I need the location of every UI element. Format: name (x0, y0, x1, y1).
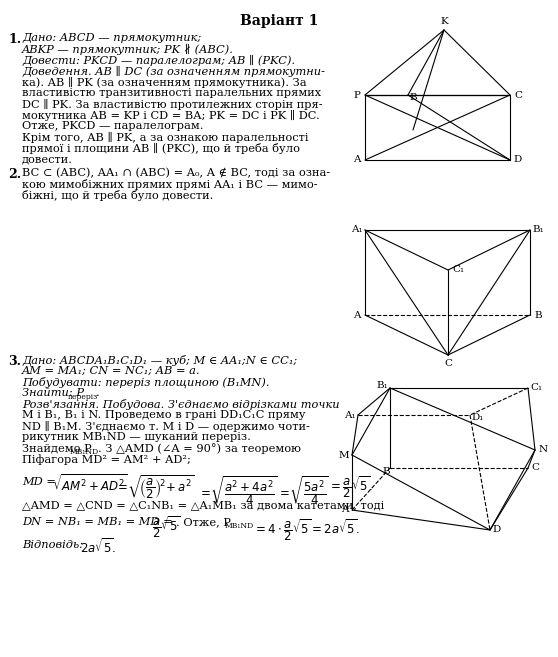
Text: Довести: PKCD — паралелограм; AB ∥ (PKC).: Довести: PKCD — паралелограм; AB ∥ (PKC)… (22, 55, 295, 66)
Text: Доведення. AB ∥ DC (за означенням прямокутни-: Доведення. AB ∥ DC (за означенням прямок… (22, 66, 325, 77)
Text: $=\!\sqrt{\dfrac{a^2+4a^2}{4}}$: $=\!\sqrt{\dfrac{a^2+4a^2}{4}}$ (198, 474, 278, 507)
Text: Знайти: P: Знайти: P (22, 388, 84, 398)
Text: Дано: ABCD — прямокутник;: Дано: ABCD — прямокутник; (22, 33, 201, 43)
Text: M і B₁, B₁ і N. Проведемо в грані DD₁C₁C пряму: M і B₁, B₁ і N. Проведемо в грані DD₁C₁C… (22, 410, 306, 420)
Text: B: B (534, 311, 542, 319)
Text: AM = MA₁; CN = NC₁; AB = a.: AM = MA₁; CN = NC₁; AB = a. (22, 366, 200, 376)
Text: B₁: B₁ (532, 225, 544, 235)
Text: C: C (514, 91, 522, 99)
Text: $=\!\sqrt{\dfrac{5a^2}{4}}$: $=\!\sqrt{\dfrac{5a^2}{4}}$ (277, 474, 329, 507)
Text: ка). AB ∥ PK (за означенням прямокутника). За: ка). AB ∥ PK (за означенням прямокутника… (22, 77, 307, 88)
Text: переріз: переріз (68, 393, 98, 401)
Text: N: N (538, 445, 547, 455)
Text: рикутник MB₁ND — шуканий переріз.: рикутник MB₁ND — шуканий переріз. (22, 432, 251, 442)
Text: P: P (354, 91, 360, 99)
Text: △AMD = △CND = △C₁NB₁ = △A₁MB₁ за двома катетами, тоді: △AMD = △CND = △C₁NB₁ = △A₁MB₁ за двома к… (22, 500, 384, 510)
Text: A₁: A₁ (344, 411, 356, 420)
Text: K: K (440, 18, 448, 26)
Text: . Отже, P: . Отже, P (176, 517, 231, 527)
Text: Дано: ABCDA₁B₁C₁D₁ — куб; M ∈ AA₁;N ∈ CC₁;: Дано: ABCDA₁B₁C₁D₁ — куб; M ∈ AA₁;N ∈ CC… (22, 355, 297, 366)
Text: DC ∥ PK. За властивістю протилежних сторін пря-: DC ∥ PK. За властивістю протилежних стор… (22, 99, 323, 110)
Text: Піфагора MD² = AM² + AD²;: Піфагора MD² = AM² + AD²; (22, 454, 191, 464)
Text: Варіант 1: Варіант 1 (240, 14, 318, 28)
Text: C₁: C₁ (452, 265, 464, 275)
Text: A: A (353, 311, 361, 319)
Text: B: B (382, 468, 390, 476)
Text: C₁: C₁ (530, 384, 542, 392)
Text: MB₁ND: MB₁ND (225, 522, 254, 530)
Text: A₁: A₁ (351, 225, 363, 235)
Text: 3.: 3. (8, 355, 21, 368)
Text: $= 4\cdot\dfrac{a}{2}\sqrt{5}=2a\sqrt{5}.$: $= 4\cdot\dfrac{a}{2}\sqrt{5}=2a\sqrt{5}… (253, 517, 360, 543)
Text: Відповідь:: Відповідь: (22, 540, 83, 550)
Text: C: C (531, 463, 539, 472)
Text: кою мимобіжних прямих прямі AA₁ і BC — мимо-: кою мимобіжних прямих прямі AA₁ і BC — м… (22, 179, 318, 190)
Text: прямої і площини AB ∥ (PKC), що й треба було: прямої і площини AB ∥ (PKC), що й треба … (22, 143, 300, 154)
Text: $2a\sqrt{5}.$: $2a\sqrt{5}.$ (80, 537, 117, 556)
Text: B: B (409, 93, 417, 102)
Text: Знайдемо P: Знайдемо P (22, 443, 92, 453)
Text: Побудувати: переріз площиною (B₁MN).: Побудувати: переріз площиною (B₁MN). (22, 377, 270, 388)
Text: 2.: 2. (8, 168, 21, 181)
Text: BC ⊂ (ABC), AA₁ ∩ (ABC) = A₀, A ∉ BC, тоді за озна-: BC ⊂ (ABC), AA₁ ∩ (ABC) = A₀, A ∉ BC, то… (22, 168, 330, 178)
Text: MB₁ND: MB₁ND (70, 448, 99, 456)
Text: $=\dfrac{a}{2}\sqrt{5}.$: $=\dfrac{a}{2}\sqrt{5}.$ (328, 474, 373, 500)
Text: DN = NB₁ = MB₁ = MD =: DN = NB₁ = MB₁ = MD = (22, 517, 172, 527)
Text: ND ∥ B₁M. З'єднаємо т. M і D — одержимо чоти-: ND ∥ B₁M. З'єднаємо т. M і D — одержимо … (22, 421, 310, 432)
Text: $=\!\sqrt{\!\left(\dfrac{a}{2}\right)^{\!2}\!+a^2}$: $=\!\sqrt{\!\left(\dfrac{a}{2}\right)^{\… (115, 474, 195, 501)
Text: Крім того, AB ∥ PK, а за ознакою паралельності: Крім того, AB ∥ PK, а за ознакою паралел… (22, 132, 309, 143)
Text: .: . (96, 388, 100, 398)
Text: D: D (493, 526, 501, 535)
Text: Розв'язання. Побудова. З'єднаємо відрізками точки: Розв'язання. Побудова. З'єднаємо відрізк… (22, 399, 340, 410)
Text: Отже, PKCD — паралелограм.: Отже, PKCD — паралелограм. (22, 121, 204, 131)
Text: D: D (514, 156, 522, 164)
Text: MD =: MD = (22, 477, 56, 487)
Text: ABKP — прямокутник; PK ∦ (ABC).: ABKP — прямокутник; PK ∦ (ABC). (22, 44, 234, 55)
Text: A: A (341, 505, 349, 514)
Text: біжні, що й треба було довести.: біжні, що й треба було довести. (22, 190, 213, 201)
Text: $\sqrt{AM^2+AD^2}$: $\sqrt{AM^2+AD^2}$ (52, 474, 128, 495)
Text: властивістю транзитивності паралельних прямих: властивістю транзитивності паралельних п… (22, 88, 321, 98)
Text: B₁: B₁ (376, 382, 388, 390)
Text: D₁: D₁ (472, 413, 484, 422)
Text: . З △AMD (∠A = 90°) за теоремою: . З △AMD (∠A = 90°) за теоремою (98, 443, 301, 454)
Text: $\dfrac{a}{2}\sqrt{5}$: $\dfrac{a}{2}\sqrt{5}$ (152, 514, 180, 540)
Text: довести.: довести. (22, 154, 73, 164)
Text: 1.: 1. (8, 33, 21, 46)
Text: A: A (353, 156, 361, 164)
Text: мокутника AB = KP і CD = BA; PK = DC і PK ∥ DC.: мокутника AB = KP і CD = BA; PK = DC і P… (22, 110, 320, 121)
Text: C: C (444, 359, 452, 367)
Text: M: M (339, 451, 349, 459)
